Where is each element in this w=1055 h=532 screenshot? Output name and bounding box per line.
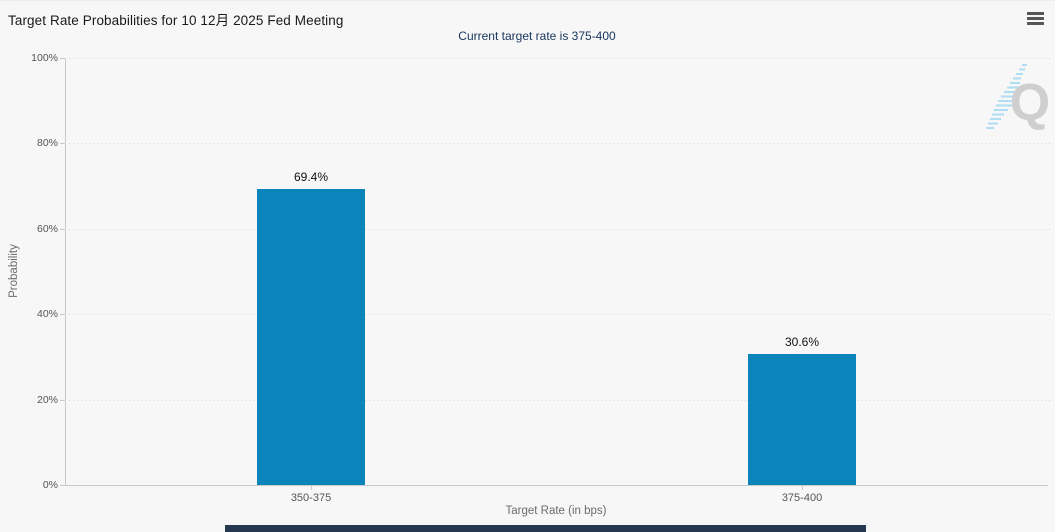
chart-subtitle: Current target rate is 375-400 (458, 29, 616, 43)
chart-title: Target Rate Probabilities for 10 12月 202… (8, 13, 344, 28)
x-category-label: 350-375 (290, 492, 332, 504)
y-tick-label: 0% (42, 479, 58, 491)
probability-bar-375-400[interactable] (748, 354, 856, 485)
y-tick-mark (60, 485, 65, 486)
y-tick-mark (60, 399, 65, 401)
y-gridline-100% (65, 58, 1051, 59)
hamburger-icon (1027, 22, 1044, 25)
bar-value-label: 30.6% (784, 335, 820, 349)
x-axis-title: Target Rate (in bps) (505, 505, 607, 517)
watermark-streak-icon (986, 63, 1027, 130)
y-tick-mark (60, 314, 65, 316)
chart-context-menu-button[interactable] (1025, 10, 1047, 28)
y-tick-mark (60, 228, 65, 230)
y-tick-label: 40% (36, 308, 58, 321)
hamburger-icon (1027, 17, 1044, 20)
y-tick-label: 100% (31, 52, 58, 64)
y-tick-label: 20% (36, 393, 58, 406)
y-gridline-20% (65, 399, 1051, 401)
bottom-dark-bar (225, 525, 866, 532)
y-tick-label: 80% (36, 137, 58, 150)
probability-bar-350-375[interactable] (257, 189, 365, 485)
y-axis-line (65, 58, 66, 485)
y-gridline-80% (65, 143, 1051, 145)
quikstrike-watermark-logo: Q (986, 63, 1050, 132)
bar-value-label: 69.4% (293, 170, 329, 184)
y-gridline-40% (65, 314, 1051, 316)
x-tick-mark (802, 486, 803, 490)
y-tick-mark (60, 143, 65, 145)
x-tick-mark (311, 486, 312, 490)
x-axis-line (65, 485, 1048, 486)
x-category-label: 375-400 (781, 492, 823, 504)
hamburger-icon (1027, 12, 1044, 15)
y-tick-mark (60, 58, 65, 59)
watermark-q-letter: Q (1010, 74, 1050, 132)
y-gridline-60% (65, 228, 1051, 230)
y-tick-label: 60% (36, 222, 58, 235)
